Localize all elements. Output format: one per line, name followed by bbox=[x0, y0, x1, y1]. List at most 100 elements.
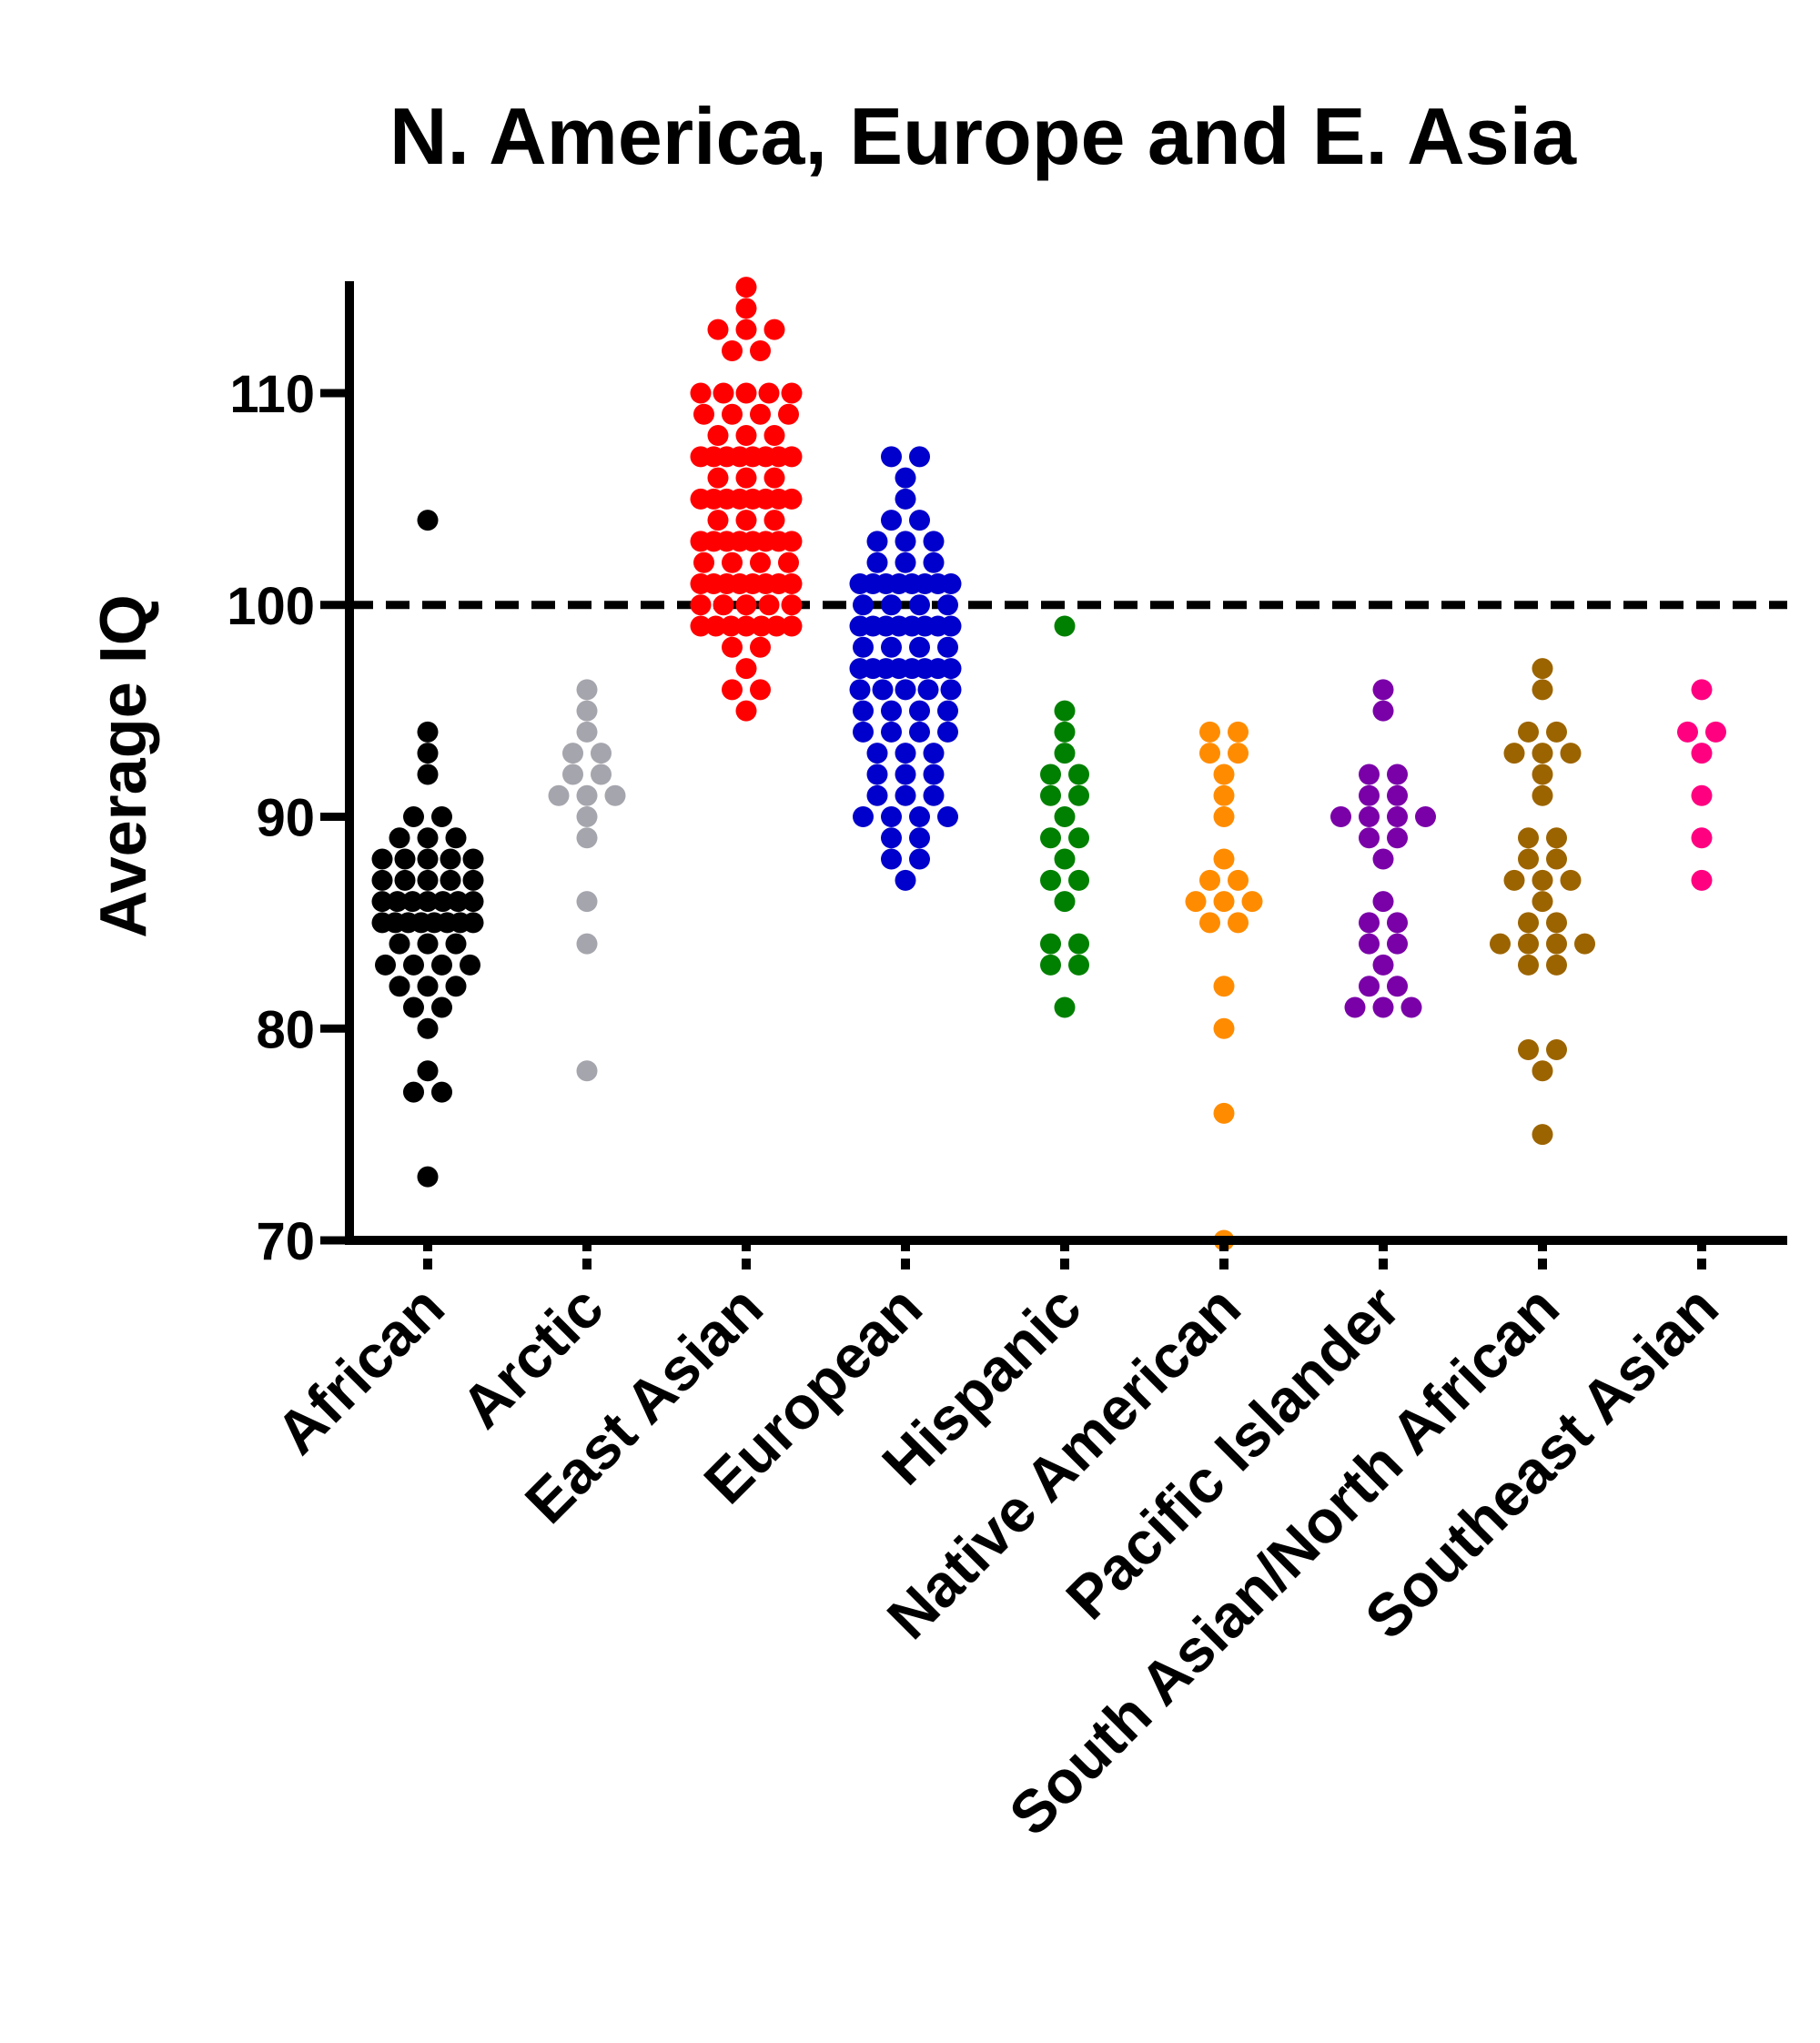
data-point bbox=[735, 658, 757, 680]
data-point bbox=[1068, 764, 1089, 785]
data-point bbox=[1691, 679, 1713, 701]
data-point bbox=[387, 891, 409, 913]
data-point bbox=[778, 403, 799, 425]
data-point bbox=[693, 551, 714, 573]
data-point bbox=[937, 700, 958, 722]
data-point bbox=[432, 891, 454, 913]
data-point bbox=[1532, 679, 1553, 701]
series-southeast-asian bbox=[1677, 679, 1726, 891]
data-point bbox=[909, 827, 930, 849]
data-point bbox=[895, 869, 916, 891]
data-point bbox=[1372, 848, 1394, 870]
data-point bbox=[562, 743, 583, 764]
data-point bbox=[693, 403, 714, 425]
data-point bbox=[722, 679, 743, 701]
data-point bbox=[417, 743, 439, 764]
series-native-american bbox=[1185, 721, 1263, 1251]
data-point bbox=[735, 510, 757, 531]
data-point bbox=[431, 954, 452, 976]
data-point bbox=[576, 827, 598, 849]
data-point bbox=[1387, 912, 1408, 934]
y-tick-label: 80 bbox=[256, 1000, 315, 1059]
data-point bbox=[1359, 764, 1380, 785]
data-point bbox=[866, 764, 888, 785]
data-point bbox=[690, 615, 712, 637]
data-point bbox=[1213, 848, 1235, 870]
data-point bbox=[707, 467, 729, 489]
data-point bbox=[1518, 721, 1539, 743]
data-point bbox=[937, 806, 958, 827]
data-point bbox=[1054, 996, 1076, 1018]
data-point bbox=[576, 933, 598, 955]
data-point bbox=[1054, 615, 1076, 637]
data-point bbox=[447, 891, 469, 913]
data-point bbox=[1199, 869, 1220, 891]
data-point bbox=[881, 848, 902, 870]
data-point bbox=[866, 784, 888, 806]
data-point bbox=[1199, 912, 1220, 934]
data-point bbox=[1532, 764, 1553, 785]
data-point bbox=[440, 869, 461, 891]
data-point bbox=[895, 784, 916, 806]
data-point bbox=[895, 679, 916, 701]
data-point bbox=[1199, 743, 1220, 764]
data-point bbox=[1054, 721, 1076, 743]
data-point bbox=[604, 784, 626, 806]
data-point bbox=[735, 467, 757, 489]
data-point bbox=[758, 594, 780, 616]
data-point bbox=[1546, 954, 1567, 976]
data-point bbox=[750, 636, 771, 658]
data-point bbox=[781, 382, 803, 404]
data-point bbox=[1213, 784, 1235, 806]
data-point bbox=[1490, 933, 1511, 955]
data-point bbox=[722, 636, 743, 658]
data-point bbox=[1677, 721, 1698, 743]
data-point bbox=[722, 403, 743, 425]
data-point bbox=[403, 996, 424, 1018]
data-point bbox=[1213, 1017, 1235, 1039]
data-point bbox=[1372, 996, 1394, 1018]
data-point bbox=[1546, 933, 1567, 955]
data-point bbox=[445, 976, 467, 997]
data-point bbox=[445, 827, 467, 849]
data-point bbox=[909, 636, 930, 658]
data-point bbox=[1359, 827, 1380, 849]
data-point bbox=[1532, 784, 1553, 806]
series-african bbox=[371, 510, 484, 1188]
data-point bbox=[758, 382, 780, 404]
series-east-asian bbox=[690, 277, 803, 722]
data-point bbox=[417, 827, 439, 849]
series-arctic bbox=[548, 679, 626, 1082]
data-point bbox=[1546, 721, 1567, 743]
data-point bbox=[1387, 976, 1408, 997]
data-point bbox=[1372, 679, 1394, 701]
data-point bbox=[735, 319, 757, 340]
data-point bbox=[1691, 869, 1713, 891]
data-point bbox=[1532, 1060, 1553, 1082]
data-point bbox=[881, 636, 902, 658]
data-point bbox=[866, 743, 888, 764]
data-point bbox=[417, 848, 439, 870]
chart-title: N. America, Europe and E. Asia bbox=[389, 91, 1577, 181]
data-point bbox=[781, 446, 803, 468]
data-point bbox=[735, 615, 757, 637]
data-point bbox=[401, 891, 423, 913]
data-point bbox=[1560, 743, 1582, 764]
data-point bbox=[1040, 869, 1061, 891]
data-point bbox=[1040, 933, 1061, 955]
data-point bbox=[909, 848, 930, 870]
data-point bbox=[1213, 891, 1235, 913]
data-point bbox=[440, 848, 461, 870]
data-point bbox=[417, 891, 439, 913]
data-point bbox=[417, 510, 439, 531]
data-point bbox=[389, 933, 410, 955]
data-point bbox=[1359, 933, 1380, 955]
data-point bbox=[445, 933, 467, 955]
data-point bbox=[417, 976, 439, 997]
data-point bbox=[1400, 996, 1422, 1018]
data-point bbox=[1518, 827, 1539, 849]
data-point bbox=[1359, 912, 1380, 934]
data-point bbox=[781, 488, 803, 510]
data-point bbox=[1228, 743, 1249, 764]
